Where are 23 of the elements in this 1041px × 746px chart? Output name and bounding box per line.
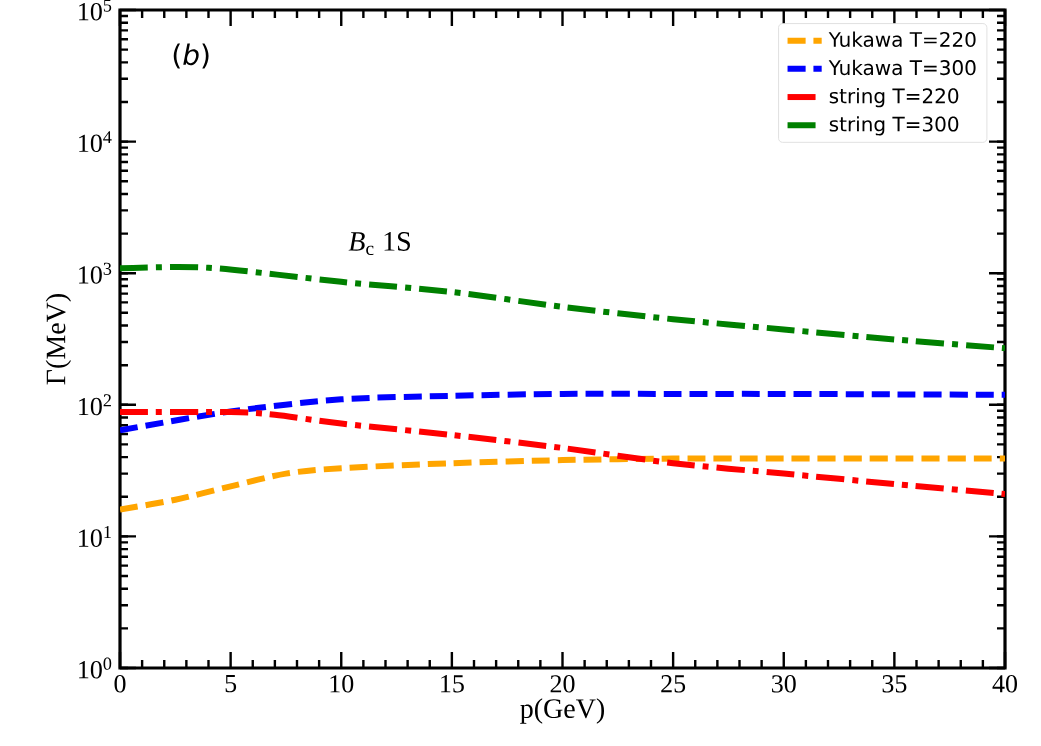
x-tick-label: 25 xyxy=(661,675,686,693)
x-tick-label: 30 xyxy=(772,675,796,693)
legend-label: string T=300 xyxy=(829,116,959,136)
y-tick-label: 10$^{0}$ xyxy=(79,657,112,679)
y-tick-label: 10$^{1}$ xyxy=(79,525,111,547)
y-tick-label: 10$^{5}$ xyxy=(79,0,112,21)
y-tick-label: 10$^{3}$ xyxy=(79,262,112,284)
x-tick-label: 20 xyxy=(550,675,575,693)
legend-label: Yukawa T=220 xyxy=(828,31,976,48)
annotation: B$_{c}$ 1S xyxy=(348,232,410,256)
x-tick-label: 10 xyxy=(330,675,354,693)
y-tick-label: 10$^{2}$ xyxy=(79,394,111,416)
x-tick-label: 35 xyxy=(882,675,907,693)
legend-label: string T=220 xyxy=(829,87,959,108)
x-tick-label: 5 xyxy=(225,675,237,693)
y-tick-label: 10$^{4}$ xyxy=(79,131,112,153)
annotation: (b) xyxy=(173,43,209,69)
x-tick-label: 15 xyxy=(441,675,464,693)
x-tick-label: 40 xyxy=(992,675,1018,693)
legend-label: Yukawa T=300 xyxy=(828,59,976,76)
x-tick-label: 0 xyxy=(114,675,126,693)
x-axis-title: p(GeV) xyxy=(520,698,605,724)
y-axis-title: Γ(MeV) xyxy=(45,294,72,385)
